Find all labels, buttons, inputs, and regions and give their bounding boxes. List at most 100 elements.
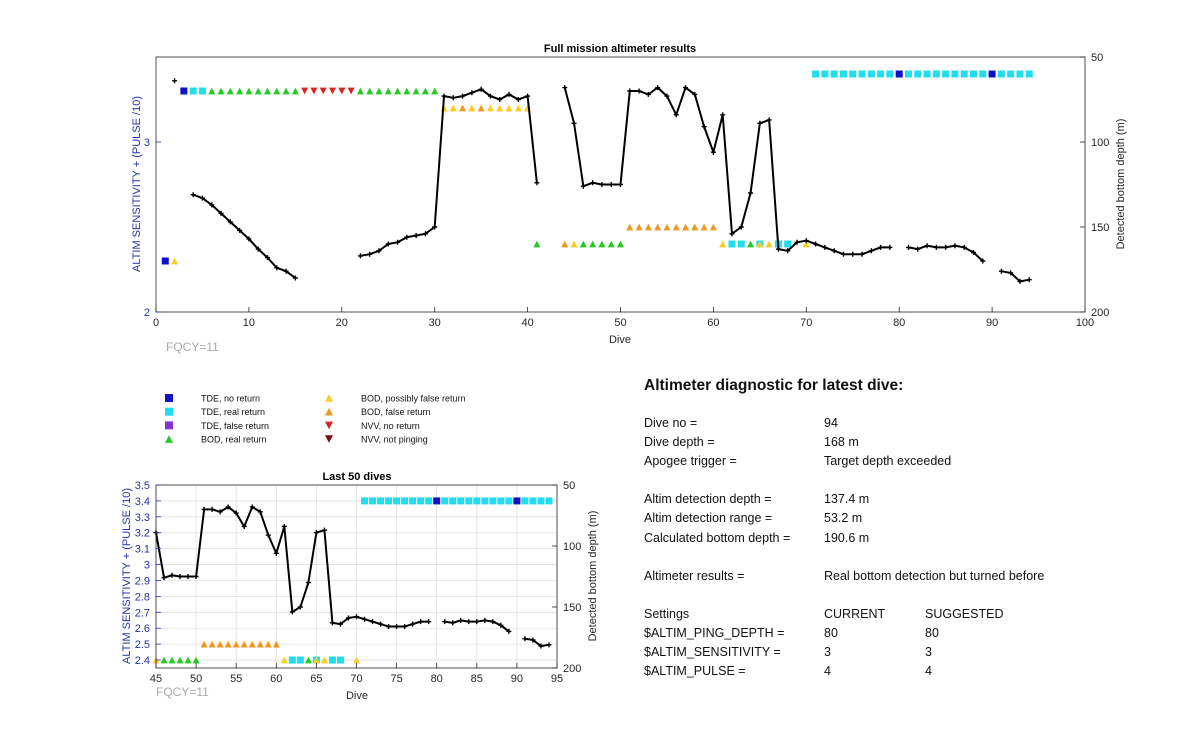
last50-chart-ylabel-left: ALTIM SENSITIVITY + (PULSE /10) [121,488,133,664]
settings-label: Settings [644,606,690,621]
depth-point [482,617,488,623]
depth-point [878,244,884,250]
marker-bod-real-return [273,87,281,95]
marker-bod-false-return [264,640,272,648]
marker-tde-real-return [361,497,369,505]
x-tick-label: 60 [270,673,282,685]
marker-bod-real-return [607,240,615,248]
depth-point [249,504,255,510]
depth-point [442,619,448,625]
depth-point [738,224,744,230]
depth-point [998,268,1004,274]
marker-tde-real-return [904,70,912,78]
depth-point [785,248,791,254]
marker-tde-real-return [960,70,968,78]
depth-point [305,580,311,586]
last50-chart-marks [152,497,553,664]
depth-point [813,241,819,247]
marker-bod-real-return [403,87,411,95]
marker-bod-possibly-false-return [449,104,457,112]
depth-line [563,85,890,256]
depth-point [237,227,243,233]
depth-point [172,78,178,84]
x-tick-label: 20 [336,317,348,329]
settings-row-sensitivity: $ALTIM_SENSITIVITY = 3 3 [644,643,1184,662]
depth-point [199,195,205,201]
settings-row-ping-depth: $ALTIM_PING_DEPTH = 80 80 [644,624,1184,643]
marker-bod-real-return [160,656,168,664]
depth-point [385,241,391,247]
depth-point [546,642,552,648]
depth-point [404,234,410,240]
depth-point [297,604,303,610]
marker-tde-real-return [979,70,987,78]
marker-bod-real-return [263,87,271,95]
x-tick-label: 85 [471,673,483,685]
marker-bod-false-return [208,640,216,648]
depth-point [952,243,958,249]
marker-bod-false-return [700,223,708,231]
x-tick-label: 70 [350,673,362,685]
settings-current: 80 [824,626,838,641]
depth-line [360,88,538,257]
depth-point [748,190,754,196]
marker-bod-false-return [459,104,467,112]
marker-bod-real-return [384,87,392,95]
settings-name: $ALTIM_PULSE = [644,664,746,679]
depth-point [580,183,586,189]
marker-tde-real-return [328,656,336,664]
diag-label: Apogee trigger = [644,453,737,468]
marker-bod-false-return [200,640,208,648]
depth-point [466,619,472,625]
marker-tde-real-return [409,497,417,505]
depth-point [887,244,893,250]
main-chart-ylabel-left: ALTIM SENSITIVITY + (PULSE /10) [131,96,143,272]
depth-point [498,622,504,628]
marker-bod-real-return [412,87,420,95]
depth-point [161,575,167,581]
depth-point [265,532,271,538]
depth-point [394,624,400,630]
settings-suggested: 4 [925,664,932,679]
diag-label: Altim detection depth = [644,492,772,507]
marker-bod-real-return [598,240,606,248]
y-right-tick-label: 100 [563,541,581,553]
marker-tde-real-return [417,497,425,505]
marker-bod-possibly-false-return [312,656,320,664]
marker-bod-real-return [291,87,299,95]
marker-bod-real-return [617,240,624,248]
y-left-tick-label: 2.6 [135,623,150,635]
marker-tde-real-return [830,70,838,78]
depth-point [273,550,279,556]
marker-bod-real-return [245,87,253,95]
depth-point [422,231,428,237]
depth-point [386,624,392,630]
legend-label: BOD, false return [361,407,431,417]
marker-tde-real-return [401,497,409,505]
marker-tde-real-return [877,70,885,78]
diag-label: Calculated bottom depth = [644,530,791,545]
legend-marker [165,394,173,402]
depth-point [497,97,503,102]
depth-point [980,258,986,264]
depth-point [831,248,837,254]
marker-tde-no-return [180,87,188,95]
last50-chart-axes: 45 50 55 60 65 70 75 80 85 90 95 2.4 2.5 2.6 2.7 2.8 2.9… [135,480,582,685]
depth-point [402,624,408,630]
x-tick-label: 70 [800,317,812,329]
marker-tde-real-return [377,497,385,505]
marker-bod-real-return [254,87,262,95]
marker-tde-no-return [161,257,169,265]
depth-point [506,91,512,97]
depth-point [458,617,464,623]
marker-bod-real-return [168,656,176,664]
y-left-tick-label: 3 [144,137,150,149]
diag-value: 190.6 m [824,530,870,545]
diagnostic-panel: Altimeter diagnostic for latest dive: Di… [644,377,1184,681]
y-left-tick-label: 2.9 [135,575,150,587]
marker-bod-false-return [561,240,569,248]
main-chart-marks [161,70,1033,284]
depth-point [915,246,921,252]
x-tick-label: 10 [243,317,255,329]
main-chart: Full mission altimeter results 0 10 20 30 40… [131,43,1127,354]
